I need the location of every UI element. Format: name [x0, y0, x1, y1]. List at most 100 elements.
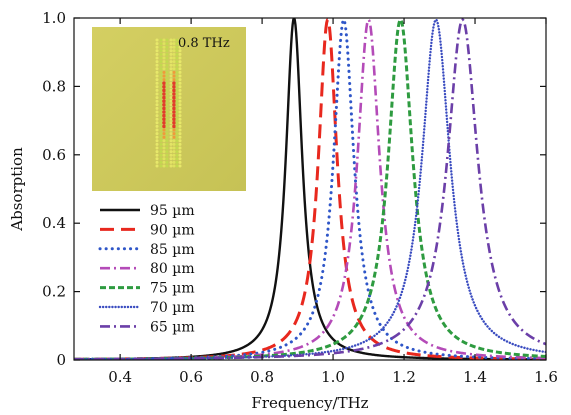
inset-field-dot	[165, 110, 169, 114]
inset-field-dot	[155, 96, 159, 100]
inset-field-dot	[172, 78, 176, 82]
inset-field-dot	[162, 164, 166, 168]
inset-field-dot	[165, 142, 169, 146]
inset-field-dot	[159, 56, 163, 60]
inset-field-dot	[169, 85, 173, 89]
inset-field-dot	[169, 106, 173, 110]
legend-entry-label: 70 µm	[150, 300, 195, 316]
inset-field-dot	[169, 56, 173, 60]
inset-field-dot	[175, 146, 179, 150]
inset-field-dot	[155, 150, 159, 154]
inset-field-dot	[172, 56, 176, 60]
inset-field-dot	[162, 78, 166, 82]
inset-field-dot	[165, 135, 169, 139]
inset-field-dot	[159, 160, 163, 164]
inset-field-dot	[178, 128, 182, 132]
inset-field-dot	[165, 70, 169, 74]
inset-field-dot	[172, 95, 176, 100]
inset-field-dot	[178, 56, 182, 60]
inset-field-dot	[172, 63, 176, 67]
inset-field-dot	[169, 164, 173, 168]
inset-field-dot	[172, 81, 176, 85]
inset-field-dot	[155, 74, 159, 78]
inset-field-dot	[162, 113, 166, 118]
inset-field-dot	[155, 128, 159, 132]
inset-field-dot	[165, 146, 169, 150]
inset-field-dot	[165, 42, 169, 46]
inset-field-dot	[155, 63, 159, 67]
inset-field-dot	[162, 128, 166, 132]
inset-field-dot	[165, 92, 169, 96]
inset-field-dot	[159, 42, 163, 46]
inset-field-dot	[178, 45, 182, 49]
inset-field-dot	[178, 114, 182, 118]
inset-field-dot	[169, 67, 173, 71]
legend-entry-label: 90 µm	[150, 222, 195, 238]
inset-field-dot	[172, 42, 176, 46]
inset-field-dot	[162, 88, 166, 93]
inset-field-dot	[155, 56, 159, 60]
inset-field-dot	[169, 96, 173, 100]
inset-field-dot	[165, 153, 169, 157]
inset-field-dot	[178, 74, 182, 78]
inset-field-dot	[155, 103, 159, 107]
inset-field-dot	[165, 52, 169, 56]
inset-field-dot	[162, 117, 166, 121]
inset-field-dot	[175, 92, 179, 96]
y-tick-label: 0	[56, 351, 66, 369]
inset-field-dot	[165, 67, 169, 71]
inset-field-dot	[155, 124, 159, 128]
inset-field-dot	[169, 60, 173, 64]
inset-field-dot	[178, 96, 182, 100]
inset-field-dot	[155, 106, 159, 110]
inset-field-dot	[159, 81, 163, 85]
inset-field-dot	[175, 63, 179, 67]
inset-field-dot	[159, 139, 163, 143]
x-tick-label: 1.2	[392, 368, 416, 386]
inset-field-dot	[165, 128, 169, 132]
inset-field-dot	[169, 157, 173, 161]
inset-field-dot	[159, 74, 163, 78]
inset-field-dot	[165, 132, 169, 136]
inset-field-dot	[165, 88, 169, 92]
inset-field-dot	[172, 45, 176, 49]
inset-field-dot	[172, 153, 176, 157]
inset-field-dot	[175, 121, 179, 125]
inset-field-dot	[155, 92, 159, 96]
inset-field-dot	[162, 110, 166, 114]
inset-field-dot	[155, 157, 159, 161]
inset-field-dot	[172, 113, 176, 118]
inset-field-dot	[159, 85, 163, 89]
inset-field-dot	[169, 81, 173, 85]
inset-field-dot	[172, 67, 176, 71]
inset-field-dot	[172, 160, 176, 164]
inset-field-dot	[175, 110, 179, 114]
inset-field-dot	[175, 74, 179, 78]
inset-field-dot	[165, 139, 169, 143]
inset-field-dot	[169, 103, 173, 107]
y-axis-label: Absorption	[8, 147, 26, 232]
inset-background	[92, 27, 246, 191]
inset-field-dot	[175, 96, 179, 100]
inset-field-dot	[162, 67, 166, 71]
inset-field-dot	[155, 160, 159, 164]
inset-field-dot	[169, 153, 173, 157]
inset-field-dot	[162, 142, 166, 146]
inset-field-dot	[178, 92, 182, 96]
inset-field-dot	[172, 121, 176, 125]
inset-field-dot	[155, 110, 159, 114]
inset-field-dot	[159, 99, 163, 103]
inset-field-dot	[172, 146, 176, 150]
inset-field-dot	[175, 99, 179, 103]
inset-field-dot	[155, 85, 159, 89]
x-tick-label: 1.0	[321, 368, 345, 386]
x-axis-label: Frequency/THz	[251, 394, 368, 412]
inset-field-dot	[178, 49, 182, 53]
inset-field-dot	[178, 117, 182, 121]
inset-field-dot	[169, 45, 173, 49]
inset-field-dot	[169, 70, 173, 74]
inset-field-dot	[159, 67, 163, 71]
inset-field-dot	[159, 128, 163, 132]
series-line-5	[74, 18, 546, 360]
